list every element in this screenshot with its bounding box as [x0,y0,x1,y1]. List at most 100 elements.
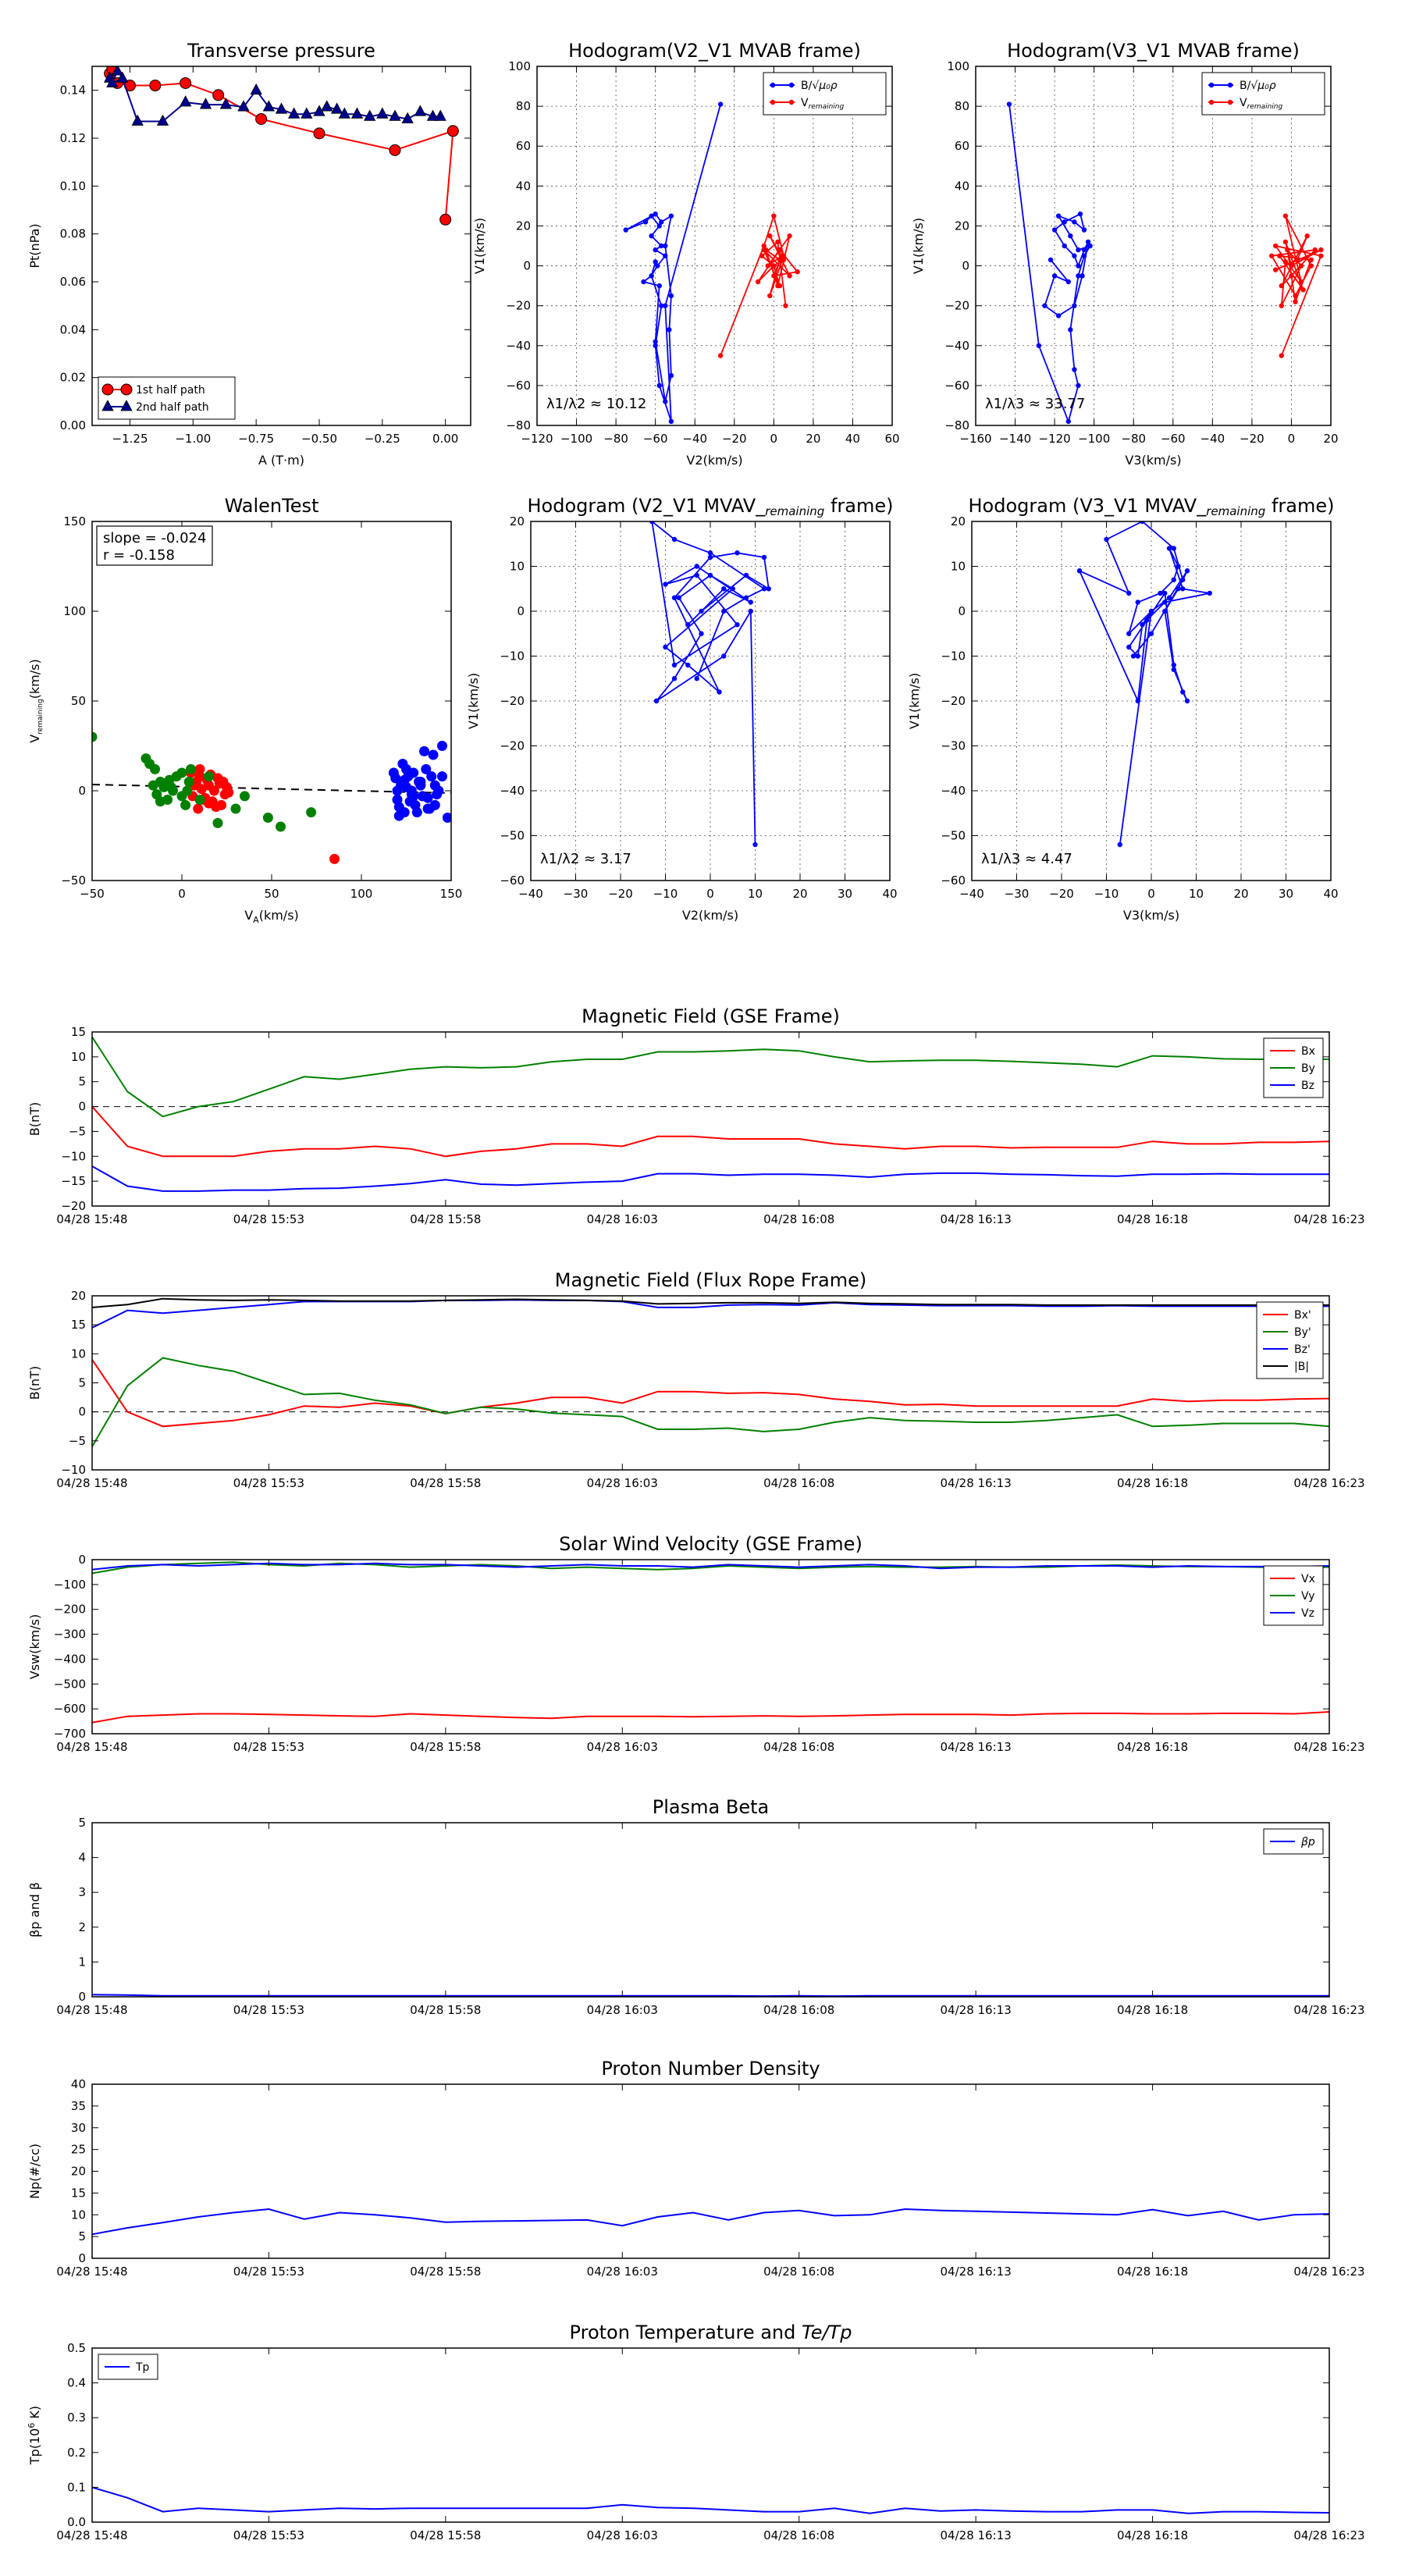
data-point [663,582,668,587]
x-tick-label: −140 [999,432,1031,446]
y-tick-label: −20 [500,739,525,753]
legend-marker [120,383,133,396]
x-tick-label: 20 [792,887,807,901]
data-point [1062,219,1067,225]
y-tick-label: 0 [523,259,531,273]
series-vremaining [717,213,800,358]
legend-entry: By [1301,1062,1315,1075]
y-tick-label: −20 [500,694,525,708]
data-point [262,100,276,112]
data-point [422,792,433,803]
y-tick-label: 25 [71,2143,86,2157]
x-tick-label: 04/28 16:08 [763,2528,834,2542]
y-tick-label: 80 [955,99,969,113]
legend-subscript: remaining [809,103,845,111]
data-point [671,662,678,668]
data-point [321,100,333,112]
data-point [743,572,749,578]
legend-entry: Vz [1301,1607,1314,1620]
y-tick-label: 0 [78,1990,86,2004]
y-tick-label: 0 [78,1100,86,1114]
x-axis-label: A (T·m) [258,453,304,468]
y-tick-label: −80 [944,418,969,432]
plot-area [92,1994,1329,1997]
series-line [92,1357,1329,1447]
plot-frame [91,1295,1330,1471]
series-line [92,1297,1329,1308]
x-tick-label: 04/28 15:53 [233,1212,304,1226]
chart-vsw: 04/28 15:48 04/28 15:53 04/28 15:58 04/28 1… [27,1533,1365,1754]
data-point [653,247,658,253]
x-tick-label: 04/28 15:58 [410,2265,481,2279]
data-point [212,89,225,101]
x-tick-label: 04/28 16:13 [941,2003,1012,2017]
y-tick-label: 0.2 [67,2446,86,2460]
data-point [1080,273,1085,279]
x-tick-label: −40 [682,432,707,446]
label-subscript: A [253,915,259,925]
series-vy [92,1561,1329,1574]
data-point [668,372,674,379]
y-tick-label: 0 [78,2251,86,2265]
y-tick-label: −500 [54,1677,86,1691]
data-point [1126,631,1132,636]
x-tick-label: 20 [1323,432,1338,446]
x-tick-label: −40 [1200,432,1225,446]
data-point [1048,257,1054,263]
data-point [116,71,129,83]
data-point [1140,521,1145,525]
y-tick-label: 15 [71,1025,86,1039]
data-point [1176,564,1181,569]
data-point [194,763,205,774]
y-tick-label: −60 [506,379,531,393]
x-tick-label: 04/28 15:53 [233,1740,304,1754]
y-tick-label: 0 [78,1405,86,1419]
y-tick-label: −5 [69,1434,86,1448]
x-tick-label: 04/28 15:58 [410,2003,481,2017]
x-tick-label: 04/28 16:23 [1293,2265,1364,2279]
y-tick-label: 0 [78,784,86,798]
series-line [92,1165,1329,1192]
y-tick-label: 0.3 [67,2411,86,2425]
data-point [1135,698,1140,704]
y-tick-label: 0.4 [67,2376,86,2390]
data-point [1282,259,1289,265]
y-tick-label: 10 [951,560,966,574]
data-point [1135,653,1140,659]
x-tick-label: 0.00 [432,432,458,446]
data-point [1081,247,1087,253]
series-line [625,104,721,422]
data-point [194,795,205,805]
series-b0 [623,101,724,425]
data-point [659,219,664,225]
plot-area [92,1036,1329,1192]
legend: βp [1263,1828,1324,1855]
y-tick-label: 0.0 [67,2515,86,2529]
label-part: (km/s) [259,908,299,923]
data-point [350,107,364,119]
x-tick-label: −20 [722,432,747,446]
data-point [685,662,691,668]
legend-entry: Bx [1301,1045,1315,1058]
data-point [1162,590,1168,596]
data-point [676,595,681,600]
data-point [180,76,192,89]
data-point [392,785,403,796]
y-axis-label: Vremaining(km/s) [27,659,44,742]
data-point [1166,546,1172,551]
data-point [1277,253,1282,258]
legend-marker [1227,82,1233,88]
series-line [92,1105,1329,1158]
plot-area [649,521,771,848]
data-point [1068,327,1073,333]
series-bz [92,1165,1329,1192]
y-tick-label: −20 [506,299,531,313]
x-tick-label: −0.50 [301,432,337,446]
chart-title: Proton Temperature and Te/Tp [570,2322,852,2343]
y-tick-label: 0 [962,259,969,273]
x-tick-label: 40 [882,887,897,901]
y-tick-label: 0 [958,604,966,618]
data-point [219,98,233,109]
y-tick-label: −40 [506,339,531,353]
chart-title: Hodogram(V2_V1 MVAB frame) [568,40,861,62]
